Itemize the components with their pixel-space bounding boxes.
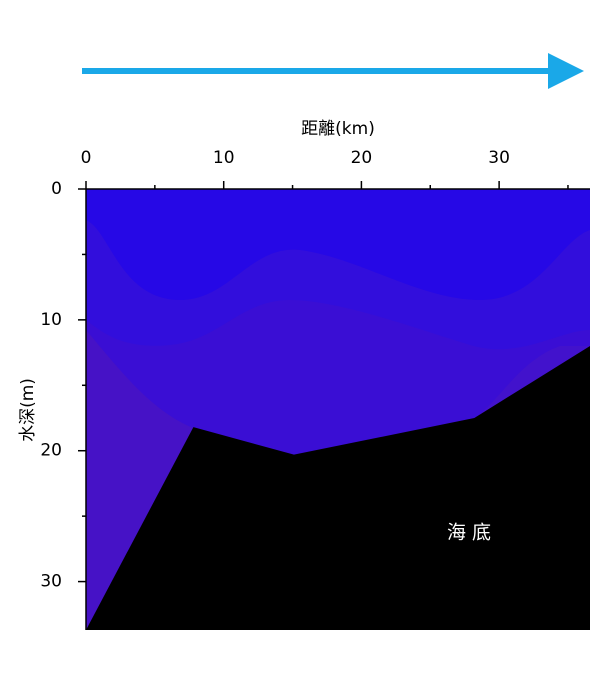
x-tick-label: 10	[213, 148, 235, 168]
seabed-label: 海底	[447, 522, 497, 544]
x-tick-label: 20	[351, 148, 373, 168]
seabed	[86, 346, 590, 630]
y-axis-title: 水深(m)	[18, 378, 38, 442]
y-tick-label: 30	[40, 572, 62, 592]
x-tick-label: 30	[488, 148, 510, 168]
contour-fill	[86, 189, 590, 630]
y-tick-label: 0	[51, 179, 62, 199]
y-tick-label: 10	[40, 310, 62, 330]
x-axis-title: 距離(km)	[301, 119, 375, 139]
y-tick-label: 20	[40, 441, 62, 461]
x-tick-label: 0	[81, 148, 92, 168]
